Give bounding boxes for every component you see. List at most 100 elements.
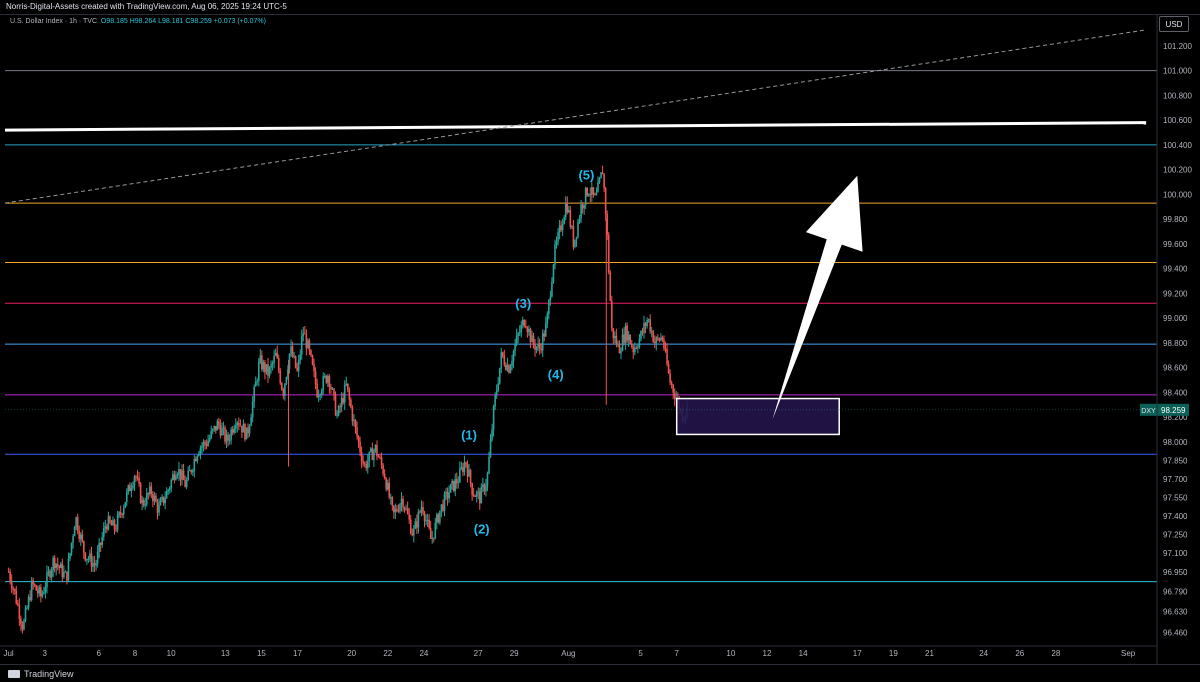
candle-body <box>107 516 110 530</box>
price-tick-label: 96.950 <box>1163 568 1188 577</box>
time-tick-label: Jul <box>3 649 13 658</box>
price-tick-label: 99.200 <box>1163 289 1188 298</box>
candle-body <box>394 508 397 513</box>
candle-body <box>325 375 328 383</box>
candle-body <box>125 491 128 503</box>
candle-body <box>330 386 332 389</box>
time-tick-label: 24 <box>979 649 988 658</box>
candle-body <box>49 571 51 578</box>
candle-body <box>337 406 340 416</box>
candle-body <box>437 514 440 523</box>
candle-body <box>106 526 108 530</box>
candle-body <box>271 362 274 365</box>
candle-body <box>431 537 434 539</box>
candle-body <box>165 491 168 499</box>
candle-body <box>351 407 354 421</box>
time-tick-label: 5 <box>638 649 643 658</box>
candle-body <box>509 366 512 373</box>
candle-body <box>187 470 189 481</box>
candle-body <box>139 483 142 503</box>
price-tick-label: 98.800 <box>1163 339 1188 348</box>
candle-body <box>581 204 584 209</box>
candle-body <box>127 485 130 492</box>
candle-body <box>412 528 415 536</box>
candle-body <box>564 202 567 218</box>
time-tick-label: 22 <box>383 649 392 658</box>
candle-body <box>399 504 401 512</box>
candle-body <box>626 325 628 341</box>
candle-body <box>262 362 265 370</box>
candle-body <box>643 323 645 333</box>
candle-body <box>130 488 133 491</box>
candle-body <box>244 424 246 440</box>
candle-body <box>287 369 289 378</box>
candle-body <box>259 355 262 363</box>
candle-body <box>121 513 123 515</box>
candle-body <box>560 225 562 230</box>
candle-body <box>436 514 438 523</box>
candle-body <box>612 328 615 339</box>
candle-body <box>350 399 352 408</box>
candle-body <box>227 434 229 441</box>
candle-body <box>354 419 357 428</box>
candle-body <box>21 624 24 630</box>
candle-body <box>156 501 159 513</box>
symbol-line: U.S. Dollar Index · 1h · TVC <box>10 18 98 25</box>
trendline-channel <box>4 29 1147 204</box>
candle-body <box>638 338 641 348</box>
candle-body <box>59 563 62 568</box>
current-price-label: 98.259 <box>1161 406 1186 415</box>
candle-body <box>432 537 435 539</box>
candle-body <box>208 437 211 441</box>
candle-body <box>132 485 134 489</box>
price-tick-label: 96.790 <box>1163 588 1188 597</box>
candle-body <box>345 383 348 386</box>
candle-body <box>254 381 257 387</box>
candle-body <box>557 232 559 242</box>
candle-body <box>20 618 22 625</box>
candle-body <box>552 264 555 282</box>
candle-body <box>281 383 283 390</box>
candle-body <box>47 571 50 573</box>
trendlines <box>4 29 1147 204</box>
currency-button[interactable]: USD <box>1159 16 1189 32</box>
candle-body <box>546 313 549 324</box>
candle-body <box>70 542 73 554</box>
wave-label: (4) <box>548 367 564 382</box>
candle-body <box>238 422 240 426</box>
candle-body <box>53 557 56 569</box>
candle-body <box>440 504 443 511</box>
candle-body <box>95 563 97 566</box>
candle-body <box>455 479 458 484</box>
candle-body <box>514 344 516 352</box>
time-tick-label: 20 <box>347 649 356 658</box>
candle-body <box>178 469 180 475</box>
candle-body <box>198 453 200 456</box>
candle-body <box>488 457 490 474</box>
candle-body <box>457 482 460 484</box>
candle-body <box>314 371 317 385</box>
candle-body <box>653 342 656 344</box>
candle-body <box>228 439 231 441</box>
candle-body <box>618 343 621 354</box>
candle-body <box>442 504 444 511</box>
candle-body <box>640 331 642 339</box>
candle-body <box>379 457 381 459</box>
candle-body <box>112 520 114 526</box>
candle-body <box>10 580 13 589</box>
candle-body <box>30 580 33 600</box>
candle-body <box>175 475 177 480</box>
candle-body <box>242 424 245 433</box>
candle-body <box>575 236 578 240</box>
candle-body <box>419 511 421 513</box>
candle-body <box>293 355 295 357</box>
candle-body <box>363 463 366 465</box>
candle-body <box>515 335 518 345</box>
candle-body <box>207 440 209 446</box>
candle-body <box>647 319 650 321</box>
candle-body <box>670 382 673 386</box>
candle-body <box>92 563 94 567</box>
candle-body <box>649 319 651 332</box>
candle-body <box>604 188 607 214</box>
